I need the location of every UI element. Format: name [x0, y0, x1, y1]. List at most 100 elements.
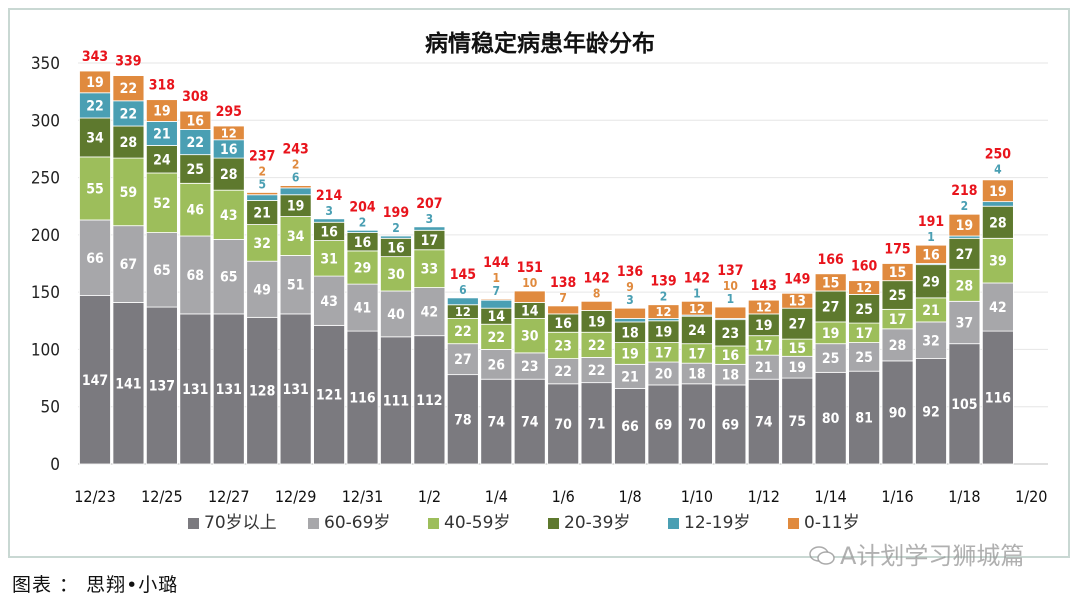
bar-segment — [179, 235, 212, 315]
segment-data-label: 16 — [187, 113, 205, 129]
total-data-label: 339 — [115, 54, 141, 70]
bar-segment — [513, 290, 546, 303]
bar-segment — [179, 110, 212, 130]
segment-data-label: 27 — [454, 352, 472, 368]
segment-data-label: 19 — [989, 184, 1007, 200]
segment-data-label: 1 — [493, 271, 501, 285]
segment-data-label: 90 — [889, 405, 907, 421]
segment-data-label: 28 — [956, 278, 974, 294]
segment-data-label: 5 — [258, 177, 266, 191]
x-tick-label: 1/14 — [815, 487, 847, 506]
legend-swatch — [188, 517, 199, 529]
segment-data-label: 17 — [655, 345, 673, 361]
legend-item: 20-39岁 — [548, 513, 668, 533]
segment-data-label: 30 — [387, 267, 405, 283]
total-data-label: 142 — [583, 270, 609, 286]
bar-segment — [145, 145, 178, 174]
bar-segment — [915, 264, 947, 299]
bar-segment — [881, 280, 914, 310]
segment-data-label: 22 — [86, 98, 104, 114]
segment-data-label: 25 — [889, 288, 907, 304]
bar-segment — [981, 201, 1014, 207]
bar-segment — [513, 352, 546, 380]
bar-segment — [446, 343, 479, 376]
bar-segment — [279, 185, 312, 189]
segment-data-label: 66 — [86, 251, 104, 267]
segment-data-label: 74 — [755, 415, 773, 431]
segment-data-label: 40 — [387, 307, 405, 323]
segment-data-label: 21 — [153, 127, 171, 143]
segment-data-label: 131 — [282, 382, 308, 398]
bar-segment — [413, 335, 446, 465]
bar-segment — [145, 306, 178, 465]
segment-data-label: 19 — [287, 199, 305, 215]
bar-segment — [346, 330, 379, 465]
bar-segment — [413, 249, 446, 288]
segment-data-label: 66 — [621, 419, 639, 435]
x-tick-label: 1/6 — [552, 487, 575, 506]
legend-label: 12-19岁 — [684, 513, 751, 533]
legend-swatch — [668, 517, 679, 529]
segment-data-label: 67 — [120, 257, 138, 273]
bar-segment — [848, 280, 881, 295]
x-tick-label: 1/10 — [681, 487, 713, 506]
chart-title: 病情稳定病患年龄分布 — [425, 31, 655, 57]
bar-segment — [915, 244, 947, 264]
segment-data-label: 10 — [723, 279, 738, 293]
segment-data-label: 28 — [889, 338, 907, 354]
legend-label: 60-69岁 — [324, 513, 391, 533]
segment-data-label: 49 — [253, 282, 271, 298]
bar-segment — [580, 382, 613, 465]
segment-data-label: 32 — [253, 236, 271, 252]
segment-data-label: 16 — [922, 247, 940, 263]
total-data-label: 295 — [216, 104, 242, 120]
total-data-label: 151 — [517, 260, 543, 276]
segment-data-label: 23 — [521, 359, 539, 375]
legend-label: 40-59岁 — [444, 513, 511, 533]
x-tick-label: 12/25 — [141, 487, 182, 506]
segment-data-label: 51 — [287, 278, 305, 294]
legend: 70岁以上 60-69岁 40-59岁 20-39岁 12-19岁 0-11岁 — [188, 513, 908, 533]
x-tick-label: 1/20 — [1015, 487, 1047, 506]
legend-swatch — [548, 517, 559, 529]
segment-data-label: 78 — [454, 412, 472, 428]
x-tick-label: 1/18 — [948, 487, 980, 506]
bar-segment — [981, 205, 1014, 239]
segment-data-label: 27 — [956, 247, 974, 263]
bar-segment — [714, 306, 747, 319]
segment-data-label: 46 — [187, 203, 205, 219]
watermark-text: A计划学习狮城篇 — [840, 542, 1025, 570]
segment-data-label: 1 — [693, 286, 701, 300]
total-data-label: 204 — [349, 199, 376, 215]
bar-segment — [112, 100, 145, 127]
total-data-label: 145 — [450, 267, 476, 283]
segment-data-label: 15 — [822, 275, 840, 291]
segment-data-label: 69 — [722, 418, 740, 434]
segment-data-label: 15 — [889, 265, 907, 281]
segment-data-label: 69 — [655, 418, 673, 434]
segment-data-label: 12 — [756, 301, 772, 316]
bar-segment — [446, 374, 479, 465]
total-data-label: 142 — [684, 270, 710, 286]
bar-segment — [981, 179, 1014, 203]
bar-segment — [313, 324, 345, 465]
y-tick-label: 50 — [41, 398, 60, 418]
segment-data-label: 12 — [856, 281, 872, 296]
segment-data-label: 25 — [855, 302, 873, 318]
total-data-label: 137 — [717, 263, 743, 279]
bar-segment — [580, 300, 613, 311]
segment-data-label: 26 — [488, 357, 506, 373]
segment-data-label: 2 — [961, 199, 969, 213]
segment-data-label: 2 — [660, 290, 668, 304]
segment-data-label: 43 — [320, 294, 338, 310]
bar-segment — [313, 218, 345, 223]
bar-segment — [948, 213, 981, 237]
segment-data-label: 74 — [521, 415, 539, 431]
segment-data-label: 116 — [985, 391, 1012, 407]
segment-data-label: 2 — [359, 215, 367, 229]
segment-data-label: 30 — [521, 329, 539, 345]
x-tick-label: 12/23 — [74, 487, 115, 506]
segment-data-label: 43 — [220, 208, 238, 224]
legend-label: 70岁以上 — [204, 513, 277, 533]
